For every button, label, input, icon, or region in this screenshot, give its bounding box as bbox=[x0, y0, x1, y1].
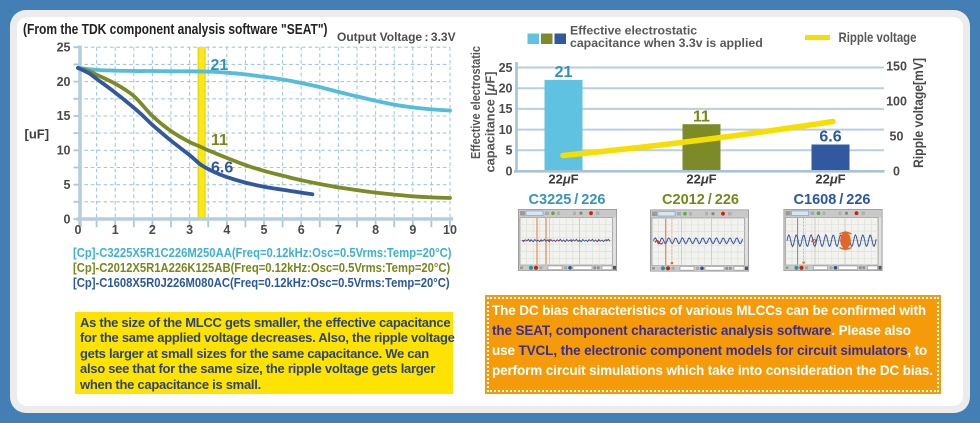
svg-text:11: 11 bbox=[693, 109, 710, 126]
svg-text:0: 0 bbox=[506, 164, 513, 178]
svg-text:C1608 / 226: C1608 / 226 bbox=[794, 191, 871, 208]
svg-text:50: 50 bbox=[890, 130, 904, 144]
svg-text:10: 10 bbox=[443, 223, 457, 237]
svg-text:Ripple voltage[mV]: Ripple voltage[mV] bbox=[911, 58, 926, 168]
svg-text:15: 15 bbox=[499, 102, 513, 116]
svg-text:10: 10 bbox=[499, 123, 513, 137]
svg-text:4: 4 bbox=[223, 223, 230, 237]
svg-text:150: 150 bbox=[886, 60, 907, 74]
svg-text:Ripple voltage: Ripple voltage bbox=[839, 29, 917, 45]
svg-text:capacitance when 3.3v is appli: capacitance when 3.3v is applied bbox=[570, 36, 763, 50]
svg-text:C3225 / 226: C3225 / 226 bbox=[529, 191, 606, 208]
svg-text:25: 25 bbox=[499, 61, 513, 75]
svg-text:25: 25 bbox=[57, 41, 71, 55]
svg-text:20: 20 bbox=[499, 82, 513, 96]
svg-text:21: 21 bbox=[211, 57, 229, 74]
svg-text:22μF: 22μF bbox=[815, 172, 845, 187]
svg-text:7: 7 bbox=[335, 223, 342, 237]
svg-text:5: 5 bbox=[506, 144, 513, 158]
svg-text:21: 21 bbox=[555, 64, 573, 81]
svg-text:Effective electrostatic: Effective electrostatic bbox=[469, 46, 483, 159]
svg-text:6: 6 bbox=[298, 223, 305, 237]
svg-text:0: 0 bbox=[75, 223, 82, 237]
svg-text:11: 11 bbox=[211, 132, 228, 149]
svg-text:22μF: 22μF bbox=[548, 172, 578, 187]
svg-text:1: 1 bbox=[112, 223, 119, 237]
svg-text:0: 0 bbox=[893, 165, 900, 179]
svg-text:2: 2 bbox=[149, 223, 156, 237]
svg-text:6.6: 6.6 bbox=[211, 160, 233, 177]
svg-text:8: 8 bbox=[372, 223, 379, 237]
svg-text:Effective electrostatic: Effective electrostatic bbox=[570, 24, 697, 38]
svg-text:3: 3 bbox=[186, 223, 193, 237]
svg-text:5: 5 bbox=[261, 223, 268, 237]
svg-text:22μF: 22μF bbox=[686, 172, 716, 187]
svg-text:capacitance [μF]: capacitance [μF] bbox=[484, 72, 498, 173]
svg-text:6.6: 6.6 bbox=[819, 129, 841, 146]
svg-text:20: 20 bbox=[57, 75, 71, 89]
svg-text:C2012 / 226: C2012 / 226 bbox=[662, 191, 739, 208]
svg-text:10: 10 bbox=[57, 144, 71, 158]
svg-text:15: 15 bbox=[57, 109, 71, 123]
svg-text:9: 9 bbox=[409, 223, 416, 237]
svg-text:0: 0 bbox=[64, 212, 71, 226]
svg-text:100: 100 bbox=[886, 95, 907, 109]
svg-text:[uF]: [uF] bbox=[25, 127, 50, 142]
svg-text:5: 5 bbox=[64, 178, 71, 192]
